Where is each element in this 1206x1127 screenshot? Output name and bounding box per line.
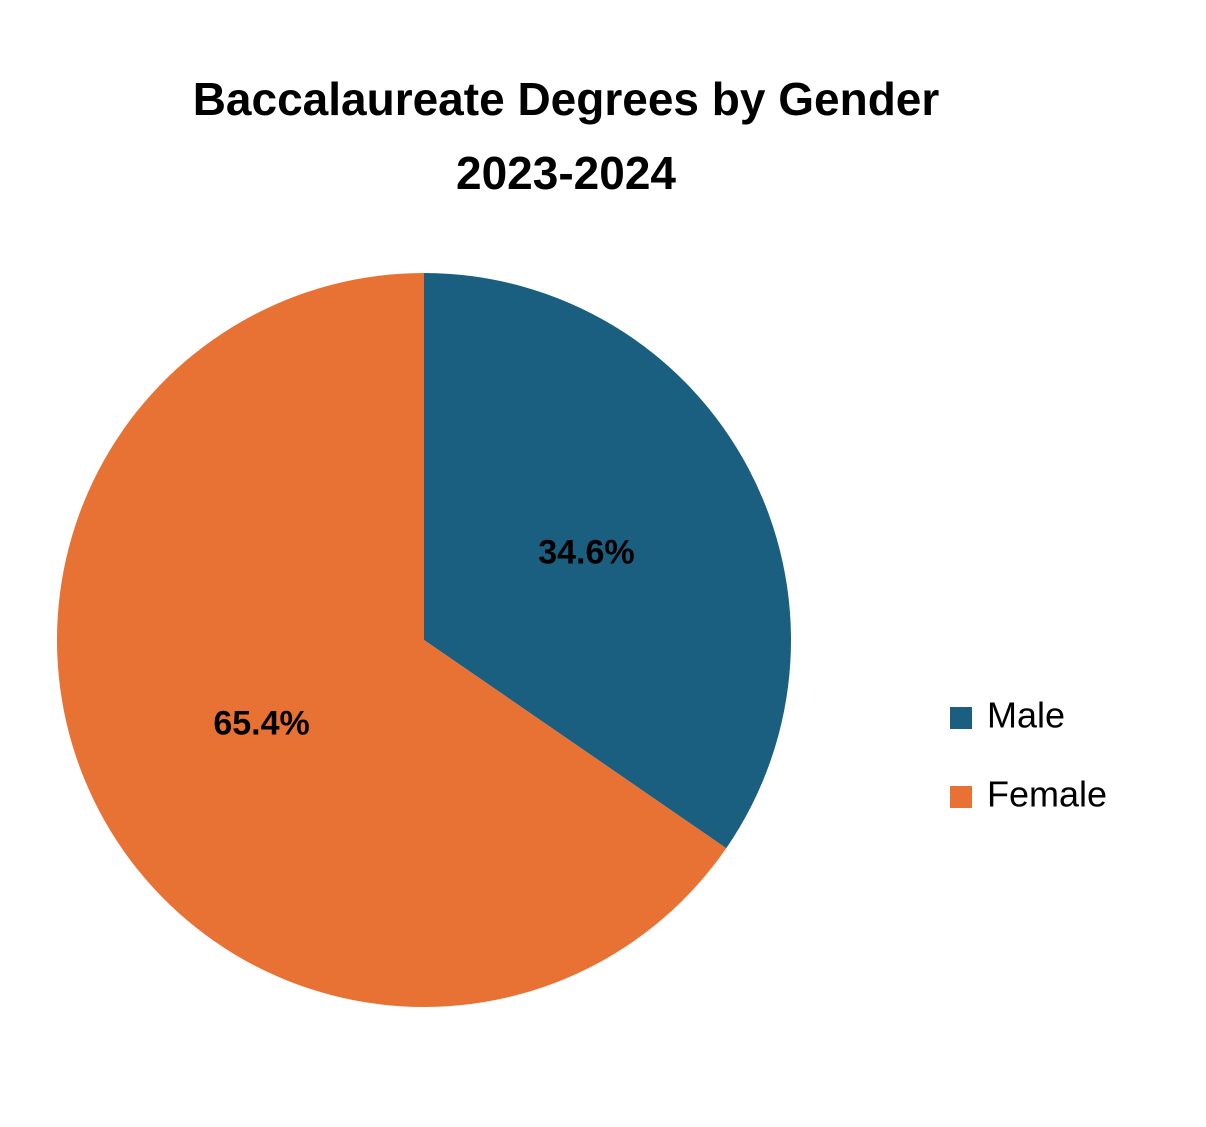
pie-slice: [424, 273, 791, 849]
data-label: 34.6%: [538, 534, 634, 572]
legend-swatch: [950, 786, 972, 808]
chart-subtitle: 2023-2024: [456, 147, 676, 199]
chart-title: Baccalaureate Degrees by Gender: [193, 73, 940, 125]
data-label: 65.4%: [213, 704, 309, 742]
legend-swatch: [950, 707, 972, 729]
pie-slice: [56, 273, 727, 1007]
legend-label: Female: [987, 774, 1107, 815]
legend-label: Male: [987, 695, 1065, 736]
